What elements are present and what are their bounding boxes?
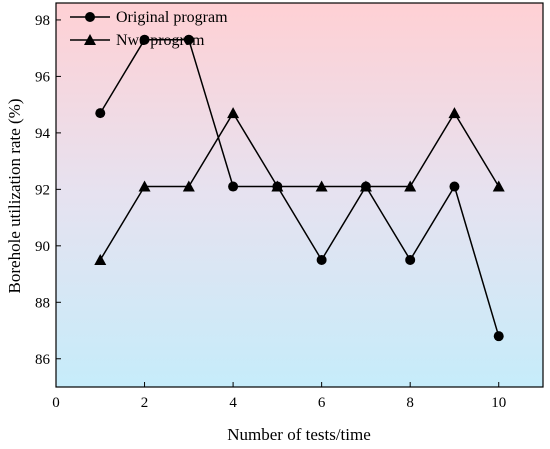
y-tick-label: 96 <box>35 69 51 85</box>
data-point-new <box>492 180 505 192</box>
legend-label-original: Original program <box>116 9 228 26</box>
y-tick-label: 90 <box>35 239 50 255</box>
series-line-original <box>99 38 500 337</box>
data-point-new <box>271 180 284 192</box>
data-point-original <box>493 331 504 342</box>
y-axis-title: Borehole utilization rate (%) <box>5 99 24 294</box>
y-tick-label: 92 <box>35 182 50 198</box>
data-point-new <box>138 180 151 192</box>
x-tick-label: 2 <box>141 395 149 411</box>
x-tick-label: 6 <box>318 395 326 411</box>
data-point-new <box>448 107 461 119</box>
data-point-new <box>94 253 107 265</box>
plot-background <box>56 3 543 387</box>
data-point-original <box>139 34 150 45</box>
series-line-new <box>99 111 500 261</box>
legend: Original program Nwe program <box>70 9 228 49</box>
x-tick-label: 10 <box>491 395 506 411</box>
x-tick-label: 0 <box>52 395 60 411</box>
data-point-original <box>228 181 239 192</box>
data-point-original <box>95 108 106 119</box>
legend-label-new: Nwe program <box>116 32 205 49</box>
x-tick-label: 4 <box>229 395 237 411</box>
x-axis-title: Number of tests/time <box>227 425 371 444</box>
x-tick-label: 8 <box>406 395 414 411</box>
data-point-new <box>227 107 240 119</box>
y-tick-label: 88 <box>35 295 50 311</box>
data-point-original <box>183 34 194 45</box>
data-point-new <box>182 180 195 192</box>
y-tick-label: 86 <box>35 352 51 368</box>
data-point-original <box>449 181 460 192</box>
legend-marker-triangle <box>84 34 96 45</box>
y-tick-label: 98 <box>35 13 50 29</box>
data-point-original <box>405 254 416 265</box>
plot-frame <box>55 2 544 388</box>
data-point-original <box>316 254 327 265</box>
data-point-new <box>315 180 328 192</box>
data-point-new <box>404 180 417 192</box>
y-tick-label: 94 <box>35 126 51 142</box>
legend-marker-circle <box>85 12 95 22</box>
data-point-new <box>359 180 372 192</box>
